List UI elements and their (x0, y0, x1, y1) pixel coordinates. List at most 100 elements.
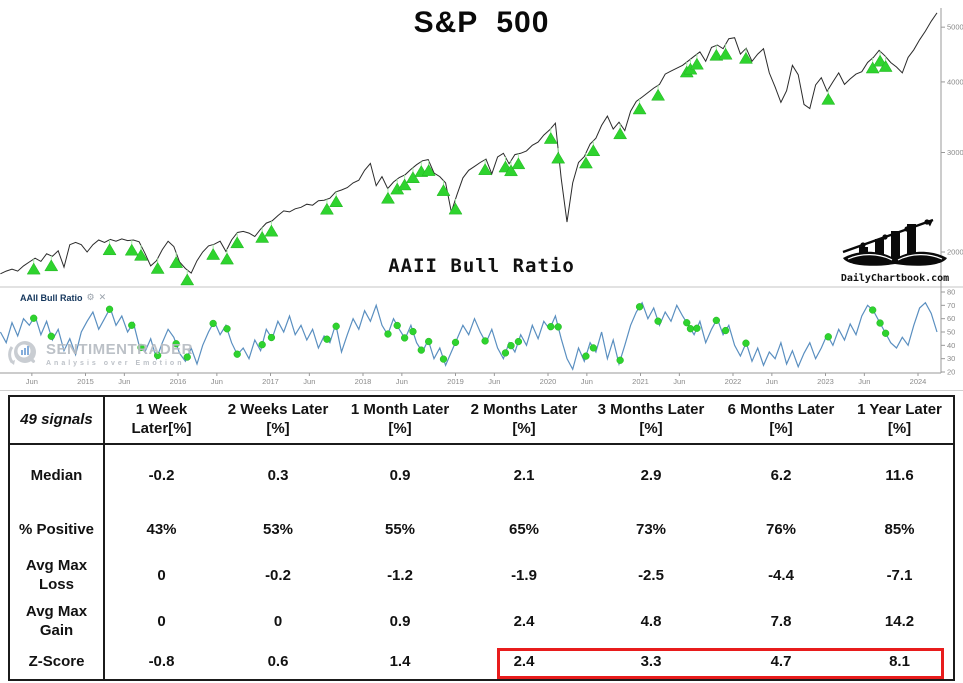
x-axis-tick-label: 2022 (725, 377, 742, 386)
axis-tick-label: 80 (947, 288, 955, 297)
x-axis-tick-label: 2016 (170, 377, 187, 386)
buy-signal-triangle (206, 248, 221, 260)
signal-dot (409, 327, 417, 336)
buy-signal-triangle (613, 127, 628, 140)
signal-dot (393, 321, 401, 330)
buy-signal-triangle (865, 61, 880, 74)
buy-signal-triangle (709, 48, 724, 61)
zscore-highlight-box (497, 648, 944, 679)
buy-signal-triangle (689, 57, 704, 70)
watermark-brand: SENTIMENTRADER (46, 341, 194, 358)
axis-tick-label: 2000 (947, 248, 963, 257)
table-column-header: 1 Year Later [%] (846, 397, 953, 445)
buy-signal-triangle (543, 132, 558, 144)
signal-dot (332, 322, 340, 330)
table-cell: 2.4 (513, 652, 535, 670)
signal-dot (881, 329, 890, 337)
signal-dot (686, 325, 695, 333)
table-column-header: 1 Month Later [%] (338, 397, 462, 445)
signal-dot (400, 334, 409, 342)
buy-signal-triangle (102, 243, 117, 256)
buy-signal-triangle (264, 224, 279, 237)
signal-dot (439, 355, 448, 363)
buy-signal-triangle (504, 164, 518, 177)
x-axis-tick-label: 2023 (817, 377, 834, 386)
table-row-label: % Positive (10, 507, 105, 553)
gear-icon[interactable]: ⚙ (86, 292, 95, 302)
buy-signal-triangle (436, 184, 451, 196)
signal-dot (172, 340, 180, 348)
table-cell: -1.2 (387, 566, 413, 584)
buy-signal-triangle (150, 261, 165, 274)
x-axis-tick-label: Jun (303, 377, 315, 386)
table-cell: 1.4 (389, 652, 411, 670)
x-axis-tick-label: 2019 (447, 377, 464, 386)
table-row-label: Avg Max Loss (10, 553, 105, 599)
close-icon[interactable]: ✕ (98, 292, 107, 302)
signal-dot (451, 338, 460, 347)
signal-dot (233, 350, 241, 358)
table-cell: 65% (508, 520, 540, 538)
aaii-legend-label: AAII Bull Ratio (20, 292, 83, 303)
signal-dot (869, 306, 877, 314)
buy-signal-triangle (329, 195, 344, 208)
table-cell: 0.9 (389, 466, 411, 484)
table-column-header: 2 Months Later [%] (462, 397, 586, 445)
buy-signal-triangle (421, 164, 436, 176)
table-cell: -0.8 (148, 652, 175, 670)
table-column-header: 1 Week Later[%] (105, 397, 218, 445)
signal-dot (824, 333, 832, 341)
table-cell: 8.1 (889, 652, 910, 670)
table-cell: 0 (273, 612, 283, 630)
signal-dot (209, 319, 217, 328)
x-axis-tick-label: 2017 (262, 377, 279, 386)
table-cell: -0.2 (148, 466, 175, 484)
buy-signal-triangle (230, 236, 245, 249)
watermark-tagline: Analysis over Emotion (46, 360, 185, 367)
buy-signal-triangle (718, 47, 733, 60)
buy-signal-triangle (255, 230, 270, 243)
x-axis-tick-label: Jun (396, 377, 408, 386)
signal-dot (128, 321, 136, 329)
table-cell: 14.2 (884, 612, 915, 630)
table-cell: 55% (384, 520, 416, 538)
table-cell: 53% (262, 520, 294, 538)
table-cell: 0.3 (267, 466, 289, 484)
signal-dot (384, 330, 392, 338)
table-cell: 11.6 (885, 466, 914, 484)
buy-signal-triangle (551, 151, 566, 164)
signal-dot (425, 337, 433, 346)
signal-dot (137, 343, 145, 352)
table-row-label: Z-Score (10, 645, 105, 679)
table-cell: -0.2 (265, 566, 291, 584)
signal-dot (481, 337, 489, 345)
table-cell: -4.4 (768, 566, 794, 584)
signal-dot (267, 333, 276, 342)
buy-signal-triangle (448, 202, 463, 215)
table-cell: -7.1 (886, 566, 913, 584)
table-cell: 0 (157, 612, 166, 630)
signal-dot (742, 339, 750, 347)
table-column-header: 2 Weeks Later [%] (218, 397, 338, 445)
signal-dot (417, 346, 425, 354)
dailychartbook-logo: DailyChartbook.com (831, 211, 959, 284)
signal-dot (258, 341, 266, 349)
signal-dot (323, 335, 331, 343)
page-title: S&P 500 (413, 6, 550, 39)
buy-signal-triangle (511, 157, 526, 170)
axis-tick-label: 60 (947, 314, 955, 323)
signal-dot (582, 352, 590, 360)
table-cell: 0.9 (389, 612, 411, 630)
signal-dot (514, 337, 523, 346)
buy-signal-triangle (134, 248, 148, 261)
logo-text: DailyChartbook.com (840, 273, 950, 284)
axis-tick-label: 4000 (947, 77, 963, 86)
signal-dot (635, 303, 644, 311)
sp500-chart: 2000 3000 4000 5000 (0, 8, 963, 288)
table-cell: 2.9 (640, 466, 662, 484)
table-cell: 4.7 (770, 652, 792, 670)
axis-tick-label: 70 (947, 301, 955, 310)
table-cell: 0.6 (267, 652, 289, 670)
signal-dot (721, 326, 730, 335)
